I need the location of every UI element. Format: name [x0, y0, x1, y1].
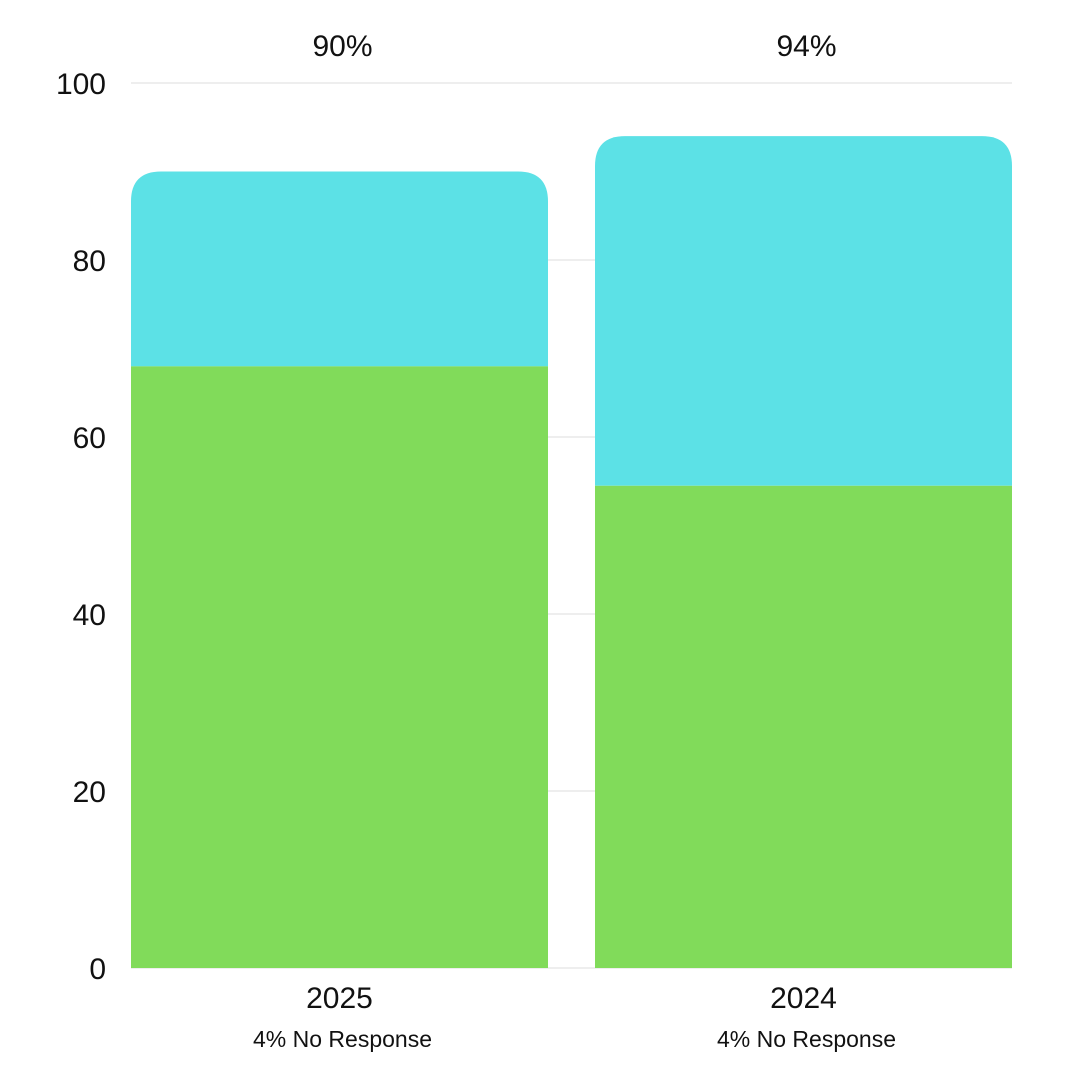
y-axis-ticks: 0 20 40 60 80 100	[56, 68, 106, 986]
bar-segment-2025-1	[131, 366, 548, 968]
y-tick-label-0: 0	[89, 953, 106, 986]
bar-total-label-2025: 90%	[312, 30, 372, 63]
x-category-label-2024: 2024	[770, 982, 837, 1015]
bar-segment-2025-2	[131, 171, 548, 367]
bar-segment-2024-1	[595, 485, 1012, 968]
x-category-note-2024: 4% No Response	[717, 1026, 896, 1052]
y-tick-label-20: 20	[73, 776, 106, 809]
y-tick-label-80: 80	[73, 245, 106, 278]
x-axis-labels: 2025 4% No Response 2024 4% No Response	[253, 982, 896, 1052]
bar-segment-2024-2	[595, 136, 1012, 486]
y-tick-label-100: 100	[56, 68, 106, 101]
bar-total-labels: 90% 94%	[312, 30, 836, 63]
y-tick-label-40: 40	[73, 599, 106, 632]
x-category-note-2025: 4% No Response	[253, 1026, 432, 1052]
x-category-label-2025: 2025	[306, 982, 373, 1015]
bars	[131, 136, 1012, 968]
y-tick-label-60: 60	[73, 422, 106, 455]
bar-total-label-2024: 94%	[776, 30, 836, 63]
